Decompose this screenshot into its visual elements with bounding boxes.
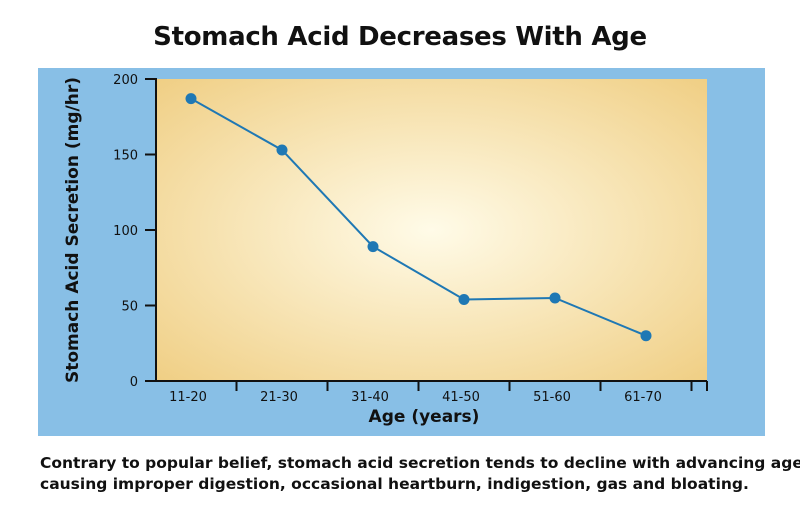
y-axis: 0 50 100 150 200 xyxy=(113,73,157,390)
data-point xyxy=(458,293,470,305)
x-tick-label: 11-20 xyxy=(169,390,207,405)
caption-line-2: causing improper digestion, occasional h… xyxy=(40,475,749,493)
data-point xyxy=(276,144,288,156)
data-series xyxy=(185,93,652,342)
x-tick-label: 31-40 xyxy=(351,390,389,405)
y-tick-label: 50 xyxy=(121,300,138,315)
chart-panel: 0 50 100 150 200 11-20 21-30 31-40 41-50 51-60 61… xyxy=(38,68,765,436)
x-tick-label: 61-70 xyxy=(624,390,662,405)
x-tick-label: 51-60 xyxy=(533,390,571,405)
x-axis: 11-20 21-30 31-40 41-50 51-60 61-70 xyxy=(155,380,708,405)
caption-line-1: Contrary to popular belief, stomach acid… xyxy=(40,454,800,472)
chart-caption: Contrary to popular belief, stomach acid… xyxy=(40,453,800,495)
plot-area xyxy=(156,79,707,381)
y-tick-label: 100 xyxy=(113,224,138,239)
y-tick-label: 200 xyxy=(113,73,138,88)
series-line xyxy=(190,97,647,337)
chart-title: Stomach Acid Decreases With Age xyxy=(153,22,647,52)
x-tick-label: 21-30 xyxy=(260,390,298,405)
data-point xyxy=(367,241,379,253)
x-axis-title: Age (years) xyxy=(369,407,480,427)
data-point xyxy=(640,330,652,342)
x-tick-label: 41-50 xyxy=(442,390,480,405)
data-point xyxy=(549,292,561,304)
y-axis-title: Stomach Acid Secretion (mg/hr) xyxy=(63,77,83,383)
y-tick-label: 150 xyxy=(113,149,138,164)
data-point xyxy=(185,93,197,105)
line-chart: 0 50 100 150 200 11-20 21-30 31-40 41-50 51-60 61… xyxy=(63,73,708,427)
y-tick-label: 0 xyxy=(130,375,138,390)
